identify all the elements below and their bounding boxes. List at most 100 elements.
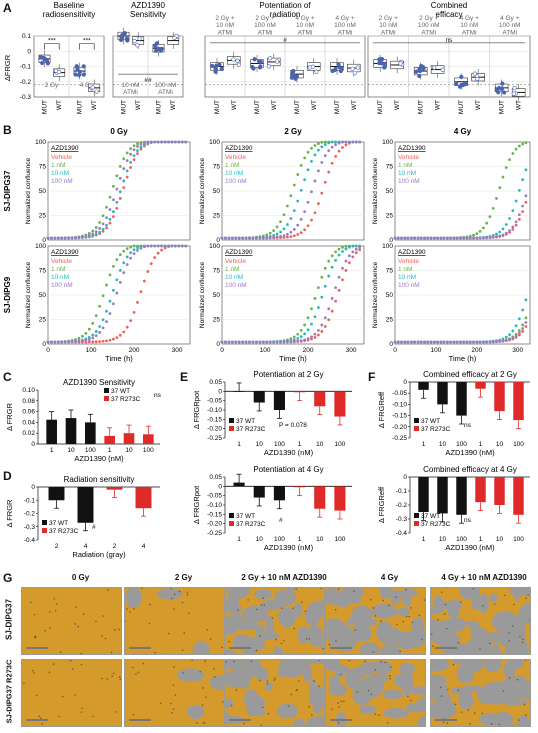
micrograph-gaps [225, 660, 324, 726]
micrograph-speck [49, 611, 51, 613]
panel-b-ytick: 0 [42, 341, 46, 348]
micrograph-gap-blob [293, 718, 306, 726]
panel-b-point [413, 340, 417, 344]
bar-chart-annotation: # [279, 517, 283, 524]
panel-b-point [354, 251, 358, 255]
panel-b-point [517, 189, 521, 192]
bar-chart-title: Potentiation at 2 Gy [253, 370, 323, 379]
panel-b-point [439, 236, 443, 240]
micrograph-gap-blob [497, 686, 524, 701]
panel-a-point [463, 81, 468, 86]
panel-b-point [87, 231, 91, 235]
micrograph-speck [437, 618, 439, 621]
panel-a-sig-label: # [283, 37, 287, 44]
panel-b-point [524, 298, 528, 302]
panel-b-point [517, 213, 521, 217]
panel-b-ytick: 75 [39, 164, 47, 171]
bar-chart-xtick: 1 [237, 441, 241, 448]
panel-b-ytick: 100 [209, 139, 220, 146]
panel-b-point [334, 250, 337, 254]
panel-b-point [344, 268, 348, 272]
micrograph-gap-blob [456, 664, 475, 683]
panel-b-point [310, 307, 313, 311]
panel-b-point [98, 331, 102, 334]
panel-b-point [118, 253, 122, 257]
micrograph-speck [118, 628, 120, 631]
panel-a-point [380, 61, 385, 66]
panel-b-point [313, 315, 317, 319]
panel-b-point [406, 340, 410, 344]
panel-b-point [282, 340, 286, 344]
panel-b-point [94, 230, 98, 234]
micrograph-speck [111, 675, 114, 678]
panel-b-point [508, 229, 511, 233]
panel-b-point [481, 236, 485, 240]
panel-b-point [125, 169, 129, 173]
bar-chart-xtick: 1 [422, 441, 426, 448]
panel-b-ylabel: Normalized confluence [25, 158, 32, 225]
panel-b-point [177, 140, 181, 144]
panel-b-point [94, 330, 98, 333]
panel-b-point [296, 337, 300, 340]
panel-b-point [118, 164, 122, 168]
panel-b-point [282, 213, 286, 217]
bar-chart-bar [475, 477, 486, 503]
micrograph-speck [330, 708, 333, 710]
panel-a-point [500, 81, 505, 86]
panel-b-point [129, 166, 133, 169]
micrograph-speck [159, 702, 162, 705]
micrograph-speck [260, 604, 263, 606]
panel-b-point [74, 236, 77, 239]
micrograph-gap-blob [231, 604, 242, 617]
panel-b-point [258, 340, 262, 344]
panel-b-point [227, 236, 231, 240]
panel-b-point [323, 316, 327, 320]
micrograph-speck [511, 625, 514, 627]
panel-a-sub-under: 100 nM ATMi [155, 82, 177, 96]
panel-b-point [94, 334, 98, 338]
panel-b-point [462, 340, 466, 344]
micrograph-cell [21, 587, 122, 655]
panel-b-point [313, 335, 317, 339]
micrograph-speck [396, 623, 398, 626]
panel-b-xtick: 100 [260, 347, 271, 354]
panel-b-point [517, 317, 521, 321]
panel-b-point [303, 156, 307, 160]
panel-b-point [396, 340, 400, 344]
panel-b-point [282, 227, 286, 231]
bar-chart-bar [513, 382, 524, 421]
panel-b-point [498, 186, 502, 190]
panel-b-point [327, 307, 331, 311]
panel-b-xtick: 0 [393, 347, 397, 354]
micrograph-speck [29, 601, 32, 604]
panel-b-point [63, 340, 67, 344]
panel-b-point [125, 247, 129, 251]
panel-b-point [478, 236, 482, 240]
panel-b-point [132, 244, 136, 248]
bar-chart-ytick: 0 [31, 484, 35, 491]
panel-b-point [101, 229, 105, 233]
panel-b-legend-item: 10 nM [398, 274, 416, 281]
panel-b-point [508, 338, 511, 341]
panel-b-point [180, 140, 184, 144]
micrograph-speck [292, 607, 294, 609]
panel-b-point [455, 340, 459, 344]
micrograph-speck [418, 614, 421, 617]
panel-b-point [101, 222, 105, 226]
panel-b-point [358, 248, 362, 252]
bar-chart-bar [135, 487, 152, 509]
panel-b-point [53, 236, 57, 240]
panel-b-point [149, 244, 153, 248]
panel-a-point [77, 69, 83, 75]
micrograph-gap-blob [264, 681, 273, 691]
panel-a-xtick: WT [475, 100, 482, 110]
panel-a-point [137, 36, 142, 41]
micrograph-speck [33, 672, 35, 674]
panel-b-point [491, 206, 495, 210]
panel-b-point [347, 245, 351, 249]
panel-b-point [514, 147, 518, 151]
panel-b-point [439, 340, 443, 344]
panel-b-point [108, 312, 112, 315]
panel-b-point [292, 209, 296, 212]
panel-b-point [170, 140, 174, 144]
